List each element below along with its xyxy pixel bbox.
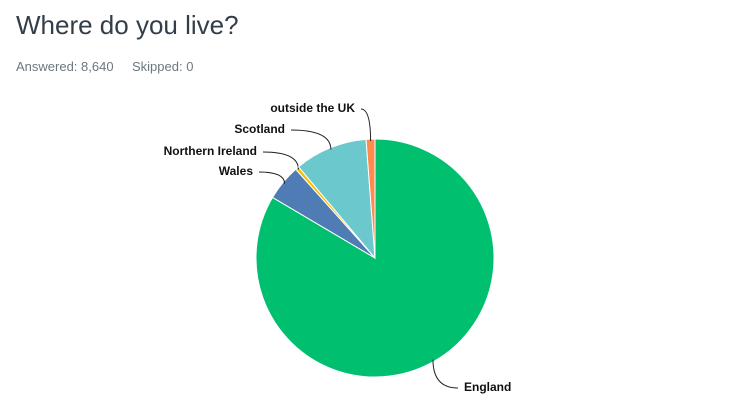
leader-line [258, 171, 286, 184]
leader-line [360, 108, 372, 142]
pie-slice [297, 138, 376, 260]
answered-count: Answered: 8,640 [16, 59, 114, 74]
leader-line [432, 359, 459, 389]
slice-label: England [464, 380, 511, 394]
skipped-count: Skipped: 0 [132, 59, 194, 74]
leader-line [290, 129, 332, 150]
slice-label: outside the UK [270, 101, 355, 115]
slice-label: Wales [219, 164, 254, 178]
leader-line [262, 151, 299, 170]
pie-slice [255, 138, 495, 378]
slice-label: Scotland [234, 122, 285, 136]
slice-label: Northern Ireland [164, 144, 257, 158]
question-title: Where do you live? [16, 10, 239, 40]
